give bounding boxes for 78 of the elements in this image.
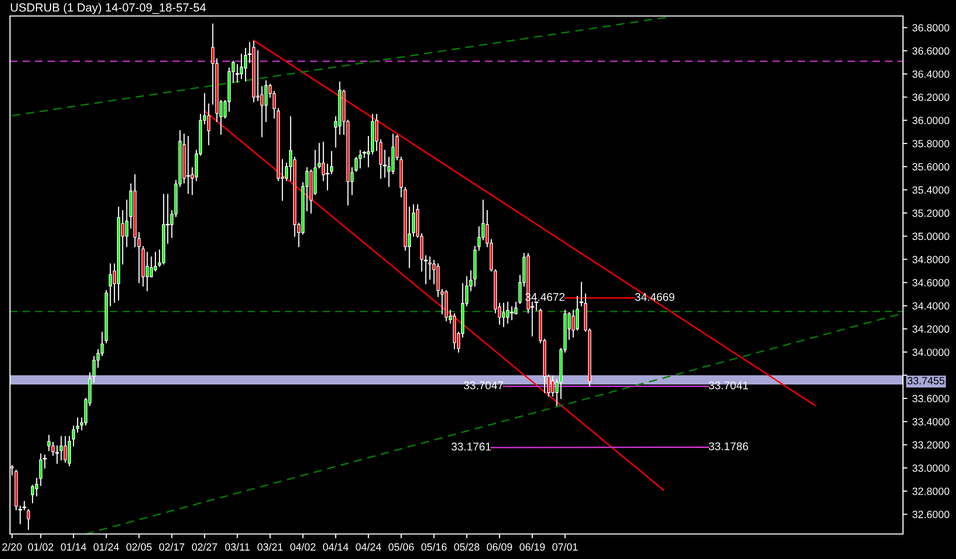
x-tick-label: 05/16 [421, 543, 447, 551]
y-tick-label: 32.8000 [912, 488, 950, 495]
y-tick-label: 34.0000 [912, 348, 950, 356]
candlestick [264, 80, 268, 122]
x-tick-label: 05/28 [454, 543, 480, 551]
candlestick [100, 332, 104, 356]
candlestick [572, 310, 575, 338]
candlestick [108, 263, 112, 306]
y-tick-label: 36.2000 [912, 94, 950, 101]
candlestick [260, 86, 264, 138]
y-tick-label: 36.6000 [912, 47, 950, 55]
candlestick [551, 376, 554, 397]
y-tick-label: 34.6000 [912, 279, 950, 286]
candlestick [64, 436, 67, 463]
candlestick [26, 509, 30, 530]
y-tick-label: 35.8000 [912, 140, 950, 148]
data-label: 33.1786 [708, 442, 748, 450]
candlestick [92, 356, 96, 383]
y-tick-label: 34.2000 [912, 325, 950, 333]
candlestick [506, 302, 510, 324]
candlestick [30, 484, 34, 504]
candlestick [412, 204, 416, 237]
x-tick-label: 06/19 [520, 543, 545, 551]
y-tick-label: 35.0000 [912, 232, 950, 240]
candlestick [375, 114, 378, 151]
x-tick-label: 04/14 [323, 543, 348, 551]
candlestick [379, 139, 382, 179]
candlestick [502, 302, 506, 328]
x-tick-label: 01/02 [28, 543, 54, 551]
x-tick-label: 04/02 [290, 543, 316, 551]
candlestick [240, 54, 244, 80]
candlestick [146, 252, 149, 292]
x-tick-label: 04/24 [356, 543, 382, 551]
x-tick-label: 03/11 [225, 543, 250, 551]
candlestick [354, 156, 358, 172]
candlestick [150, 256, 153, 278]
y-tick-label: 35.4000 [912, 186, 950, 194]
candlestick [51, 442, 55, 456]
candlestick [47, 434, 50, 452]
x-tick-label: 01/14 [60, 543, 86, 551]
x-tick-label: 2/20 [2, 543, 22, 551]
candlestick [477, 226, 481, 251]
x-tick-label: 01/24 [94, 543, 119, 551]
candlestick [514, 302, 518, 314]
y-tick-label: 33.6000 [912, 394, 950, 402]
y-tick-label: 33.4000 [912, 418, 950, 426]
candlestick [125, 200, 128, 248]
y-tick-label: 36.0000 [912, 116, 950, 124]
y-tick-label: 35.2000 [912, 210, 950, 217]
x-tick-label: 02/27 [192, 543, 218, 551]
candlestick [39, 453, 42, 486]
data-label: 33.1761 [452, 442, 491, 451]
candlestick [440, 288, 444, 314]
candlestick [35, 478, 38, 496]
y-tick-label: 36.8000 [912, 24, 950, 32]
candlestick [76, 418, 80, 433]
x-tick-label: 02/05 [126, 543, 152, 551]
x-tick-label: 02/17 [159, 543, 184, 551]
candlestick [244, 48, 248, 82]
x-tick-label: 03/21 [257, 543, 283, 551]
y-tick-label: 34.8000 [912, 256, 950, 264]
x-tick-label: 05/06 [388, 543, 414, 551]
candlestick [428, 256, 432, 280]
candlestick [137, 232, 141, 284]
y-tick-label: 36.4000 [912, 70, 950, 78]
x-tick-label: 06/09 [486, 543, 512, 551]
y-tick-label: 32.6000 [912, 510, 950, 518]
candlestick [68, 436, 71, 466]
chart-title: USDRUB (1 Day) 14-07-09_18-57-54 [10, 3, 206, 14]
x-tick-label: 07/01 [552, 543, 578, 551]
candlestick [330, 151, 334, 174]
y-tick-label: 35.6000 [912, 163, 950, 171]
candlestick [72, 426, 76, 446]
y-tick-label: 33.0000 [912, 464, 950, 472]
y-tick-label: 33.2000 [912, 441, 950, 449]
text: 33.7455 [908, 376, 944, 384]
candlestick [256, 50, 260, 102]
y-tick-label: 34.4000 [912, 302, 950, 310]
